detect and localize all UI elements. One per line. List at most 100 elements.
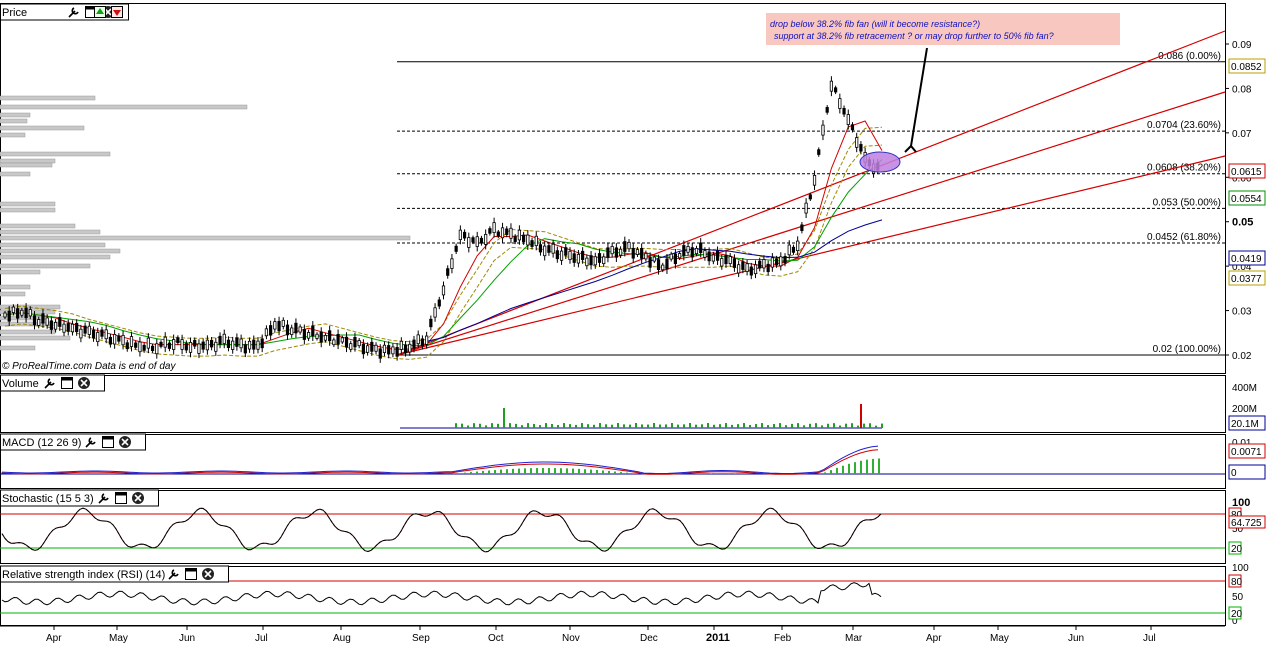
wrench-icon[interactable] — [44, 378, 55, 389]
wrench-icon[interactable] — [68, 7, 79, 18]
macd-histogram-bar — [596, 470, 598, 474]
price-candle-body — [41, 313, 45, 324]
price-candle-body — [694, 247, 699, 255]
rsi-tag-value: 80 — [1231, 577, 1243, 588]
volume-title: Volume — [2, 378, 39, 390]
price-candle-body — [353, 337, 357, 348]
price-candle-body — [492, 222, 496, 234]
price-candle-body — [104, 329, 108, 340]
price-candle-body — [787, 244, 791, 256]
window-icon[interactable] — [185, 568, 197, 580]
price-candle-body — [374, 344, 378, 352]
volume-profile-bar — [0, 284, 31, 290]
price-candle-body — [602, 256, 606, 264]
volume-bar — [551, 424, 553, 428]
volume-bar — [485, 425, 487, 428]
y-tick-label: 0.07 — [1232, 129, 1252, 140]
price-tag-value: 0.0419 — [1231, 254, 1262, 265]
annotation-line-1: drop below 38.2% fib fan (will it become… — [770, 19, 980, 29]
price-candle-body — [678, 253, 682, 259]
price-candle-body — [576, 253, 581, 264]
close-icon[interactable] — [119, 436, 131, 448]
volume-bar — [671, 423, 673, 428]
macd-histogram-bar — [842, 465, 844, 474]
volume-profile-bar — [0, 158, 56, 164]
price-candle-body — [859, 144, 863, 152]
price-candle-body — [306, 332, 311, 339]
price-candle-body — [100, 329, 104, 337]
price-candle-body — [315, 333, 319, 339]
macd-histogram-bar — [506, 469, 508, 474]
price-candle-body — [686, 246, 690, 253]
price-candle-body — [3, 312, 7, 318]
volume-profile-bar — [0, 235, 411, 241]
price-candle-body — [581, 250, 585, 261]
price-candle-body — [142, 344, 146, 351]
volume-bar — [473, 423, 475, 428]
price-tag-box — [1228, 58, 1266, 74]
price-candle-body — [812, 174, 817, 186]
price-candle-body — [673, 253, 677, 265]
price-candle-body — [458, 229, 462, 240]
price-candle-body — [496, 231, 500, 237]
macd-histogram-bar — [734, 473, 736, 474]
move-up-icon[interactable] — [94, 6, 106, 18]
close-icon[interactable] — [132, 492, 144, 504]
volume-bar — [539, 425, 541, 428]
price-candle-body — [732, 258, 737, 268]
price-candle-body — [555, 250, 559, 260]
price-candle-body — [138, 341, 142, 353]
price-candle-body — [252, 339, 256, 350]
price-candle-body — [260, 338, 264, 349]
macd-histogram-bar — [824, 472, 826, 474]
wrench-icon[interactable] — [168, 569, 179, 580]
price-candle-body — [239, 338, 243, 349]
price-candle-body — [91, 329, 96, 339]
close-icon[interactable] — [78, 377, 90, 389]
price-tag-box — [1228, 190, 1266, 206]
price-candle-body — [462, 231, 467, 239]
price-candle-body — [509, 227, 513, 239]
price-candle-body — [652, 256, 656, 262]
volume-bar — [605, 424, 607, 428]
window-icon[interactable] — [61, 377, 73, 389]
rsi-tag-box — [1228, 574, 1242, 588]
move-down-icon[interactable] — [111, 6, 123, 18]
window-icon-bar — [115, 492, 127, 496]
watermark-text: © ProRealTime.com Data is end of day — [2, 361, 176, 372]
rsi-tag-box — [1228, 606, 1242, 620]
volume-bar — [845, 423, 847, 428]
price-candle-body — [758, 260, 762, 269]
price-candle-body — [640, 248, 644, 259]
price-candle-body — [850, 124, 855, 131]
price-candle-body — [399, 340, 403, 350]
wrench-icon[interactable] — [85, 437, 96, 448]
wrench-icon[interactable] — [98, 493, 109, 504]
window-icon[interactable] — [102, 436, 114, 448]
price-candle-body — [231, 340, 235, 350]
volume-profile-bar — [0, 151, 111, 157]
macd-tag-value: 0.0071 — [1231, 447, 1262, 458]
price-candle-body — [425, 335, 429, 345]
x-tick-label: Apr — [46, 633, 62, 644]
price-candle-body — [416, 334, 420, 345]
price-candle-body — [834, 87, 838, 93]
y-tick-label: 0.04 — [1232, 262, 1252, 273]
close-icon[interactable] — [202, 568, 214, 580]
price-candle-body — [779, 256, 783, 267]
price-candle-body — [294, 322, 298, 334]
price-candle-body — [205, 339, 209, 351]
macd-histogram-bar — [872, 458, 874, 474]
window-icon[interactable] — [115, 492, 127, 504]
price-candle-body — [534, 235, 538, 247]
macd-histogram-bar — [608, 470, 610, 474]
macd-line — [1, 445, 879, 474]
volume-profile-bar — [0, 223, 76, 229]
price-candle-body — [606, 247, 610, 258]
price-candle-body — [559, 250, 564, 261]
price-candle-body — [568, 250, 572, 260]
price-candle-body — [796, 240, 800, 251]
price-candle-body — [585, 257, 589, 267]
volume-bar — [839, 425, 841, 428]
